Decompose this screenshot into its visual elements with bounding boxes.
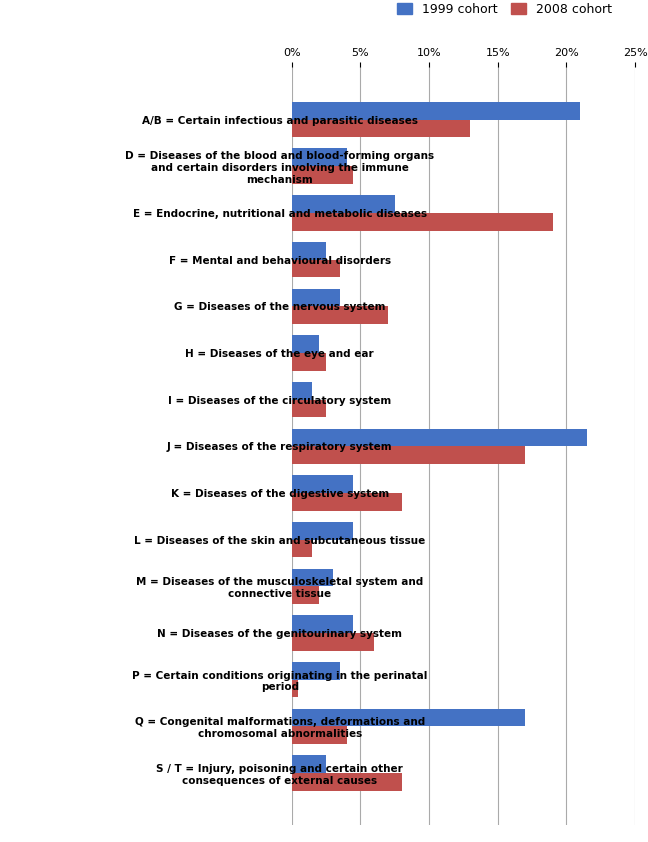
Bar xyxy=(292,616,353,633)
Bar xyxy=(292,493,402,510)
Bar xyxy=(292,773,402,791)
Bar xyxy=(292,475,353,493)
Bar xyxy=(292,540,312,557)
Bar xyxy=(292,755,326,773)
Bar xyxy=(292,709,525,727)
Bar xyxy=(292,522,353,540)
Bar xyxy=(292,120,470,137)
Legend: 1999 cohort, 2008 cohort: 1999 cohort, 2008 cohort xyxy=(393,0,617,21)
Bar xyxy=(292,242,326,259)
Bar xyxy=(292,335,319,353)
Bar xyxy=(292,195,395,213)
Bar xyxy=(292,213,553,231)
Bar xyxy=(292,662,340,679)
Bar xyxy=(292,148,347,166)
Bar xyxy=(292,289,340,306)
Bar xyxy=(292,586,319,604)
Bar xyxy=(292,679,299,697)
Bar xyxy=(292,306,388,324)
Bar xyxy=(292,259,340,277)
Bar xyxy=(292,727,347,744)
Bar xyxy=(292,400,326,418)
Bar xyxy=(292,446,525,464)
Bar xyxy=(292,568,333,586)
Bar xyxy=(292,633,374,651)
Bar xyxy=(292,166,353,184)
Bar xyxy=(292,353,326,370)
Bar xyxy=(292,102,580,120)
Bar xyxy=(292,429,587,446)
Bar xyxy=(292,382,312,400)
